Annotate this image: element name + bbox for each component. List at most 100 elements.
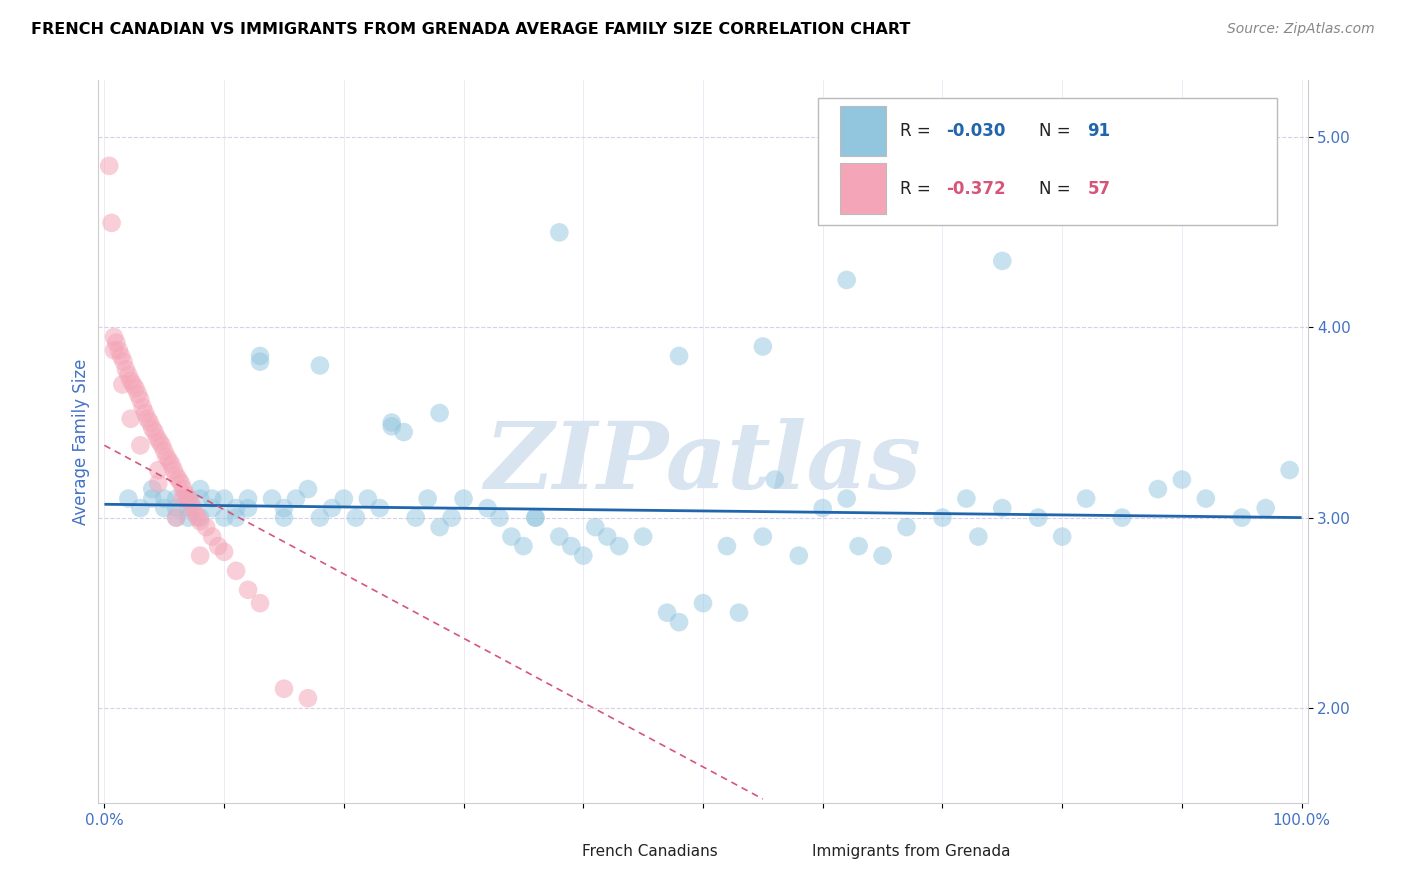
Text: Immigrants from Grenada: Immigrants from Grenada [811,845,1011,859]
Point [148,434,170,449]
Point [392,425,415,439]
Point [548,226,571,240]
Point [1026,510,1049,524]
Point [177,510,200,524]
Point [163,463,186,477]
Point [236,501,259,516]
Point [212,491,235,506]
Point [129,392,152,407]
Point [143,425,166,439]
Point [1171,473,1194,487]
Point [631,530,654,544]
Point [967,530,990,544]
Point [115,362,138,376]
Point [607,539,630,553]
Point [260,491,283,506]
Point [416,491,439,506]
Point [127,387,149,401]
Point [120,374,142,388]
Point [668,615,690,630]
Point [165,468,187,483]
Point [1147,482,1170,496]
Point [835,273,858,287]
Point [429,406,451,420]
Point [668,349,690,363]
Point [429,520,451,534]
Point [512,539,534,553]
Text: FRENCH CANADIAN VS IMMIGRANTS FROM GRENADA AVERAGE FAMILY SIZE CORRELATION CHART: FRENCH CANADIAN VS IMMIGRANTS FROM GRENA… [31,22,910,37]
Point [153,501,176,516]
Point [160,458,183,472]
Point [1230,510,1253,524]
Point [344,510,367,524]
Text: R =: R = [900,179,936,198]
Point [368,501,391,516]
Point [249,354,271,368]
Point [991,253,1014,268]
Point [1074,491,1097,506]
Point [309,510,332,524]
Point [139,416,162,430]
Point [177,501,200,516]
Point [333,491,356,506]
Point [157,453,180,467]
Text: Source: ZipAtlas.com: Source: ZipAtlas.com [1227,22,1375,37]
Point [955,491,977,506]
Point [896,520,918,534]
Point [381,416,404,430]
Point [188,491,211,506]
Point [177,491,200,506]
Text: N =: N = [1039,179,1076,198]
Point [501,530,523,544]
Point [156,450,179,464]
Point [172,491,194,506]
Point [188,515,211,529]
Point [112,354,135,368]
Point [357,491,380,506]
Point [132,401,155,415]
Point [117,368,139,382]
Point [100,216,122,230]
Bar [839,105,886,156]
Point [309,359,332,373]
Text: -0.030: -0.030 [946,122,1005,140]
Point [148,463,170,477]
Point [122,377,145,392]
Point [488,510,510,524]
Point [129,501,152,516]
Point [572,549,595,563]
Point [167,473,190,487]
Text: ZIPatlas: ZIPatlas [485,418,921,508]
Point [180,495,202,509]
Point [181,501,204,516]
Point [170,476,193,491]
Point [811,501,834,516]
Point [153,491,176,506]
Text: French Canadians: French Canadians [582,845,718,859]
Point [752,339,775,353]
Point [1195,491,1218,506]
Point [150,438,173,452]
Point [105,335,128,350]
Point [136,411,159,425]
Text: N =: N = [1039,122,1076,140]
Point [103,343,125,358]
Point [148,476,170,491]
Point [141,482,163,496]
Point [165,510,187,524]
Point [931,510,953,524]
Point [195,520,218,534]
Point [225,501,247,516]
Point [207,539,229,553]
Point [187,510,209,524]
Point [991,501,1014,516]
Point [752,530,775,544]
Point [835,491,858,506]
Point [201,491,224,506]
Point [872,549,894,563]
Point [129,438,152,452]
Point [273,510,295,524]
Text: 91: 91 [1087,122,1111,140]
Point [141,421,163,435]
Point [1278,463,1301,477]
